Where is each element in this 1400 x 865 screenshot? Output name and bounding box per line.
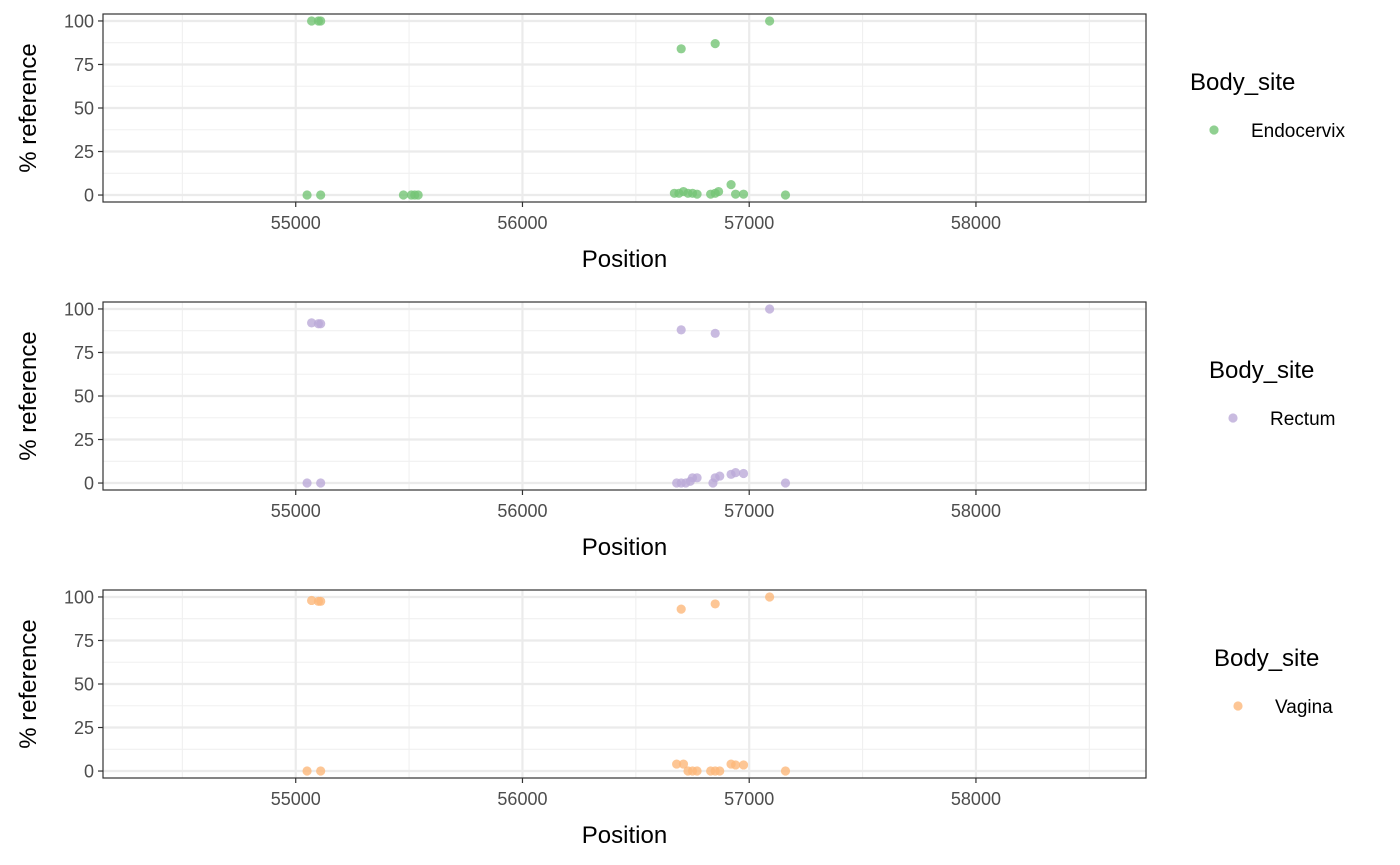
data-point: [307, 16, 317, 26]
x-tick-label: 58000: [951, 789, 1001, 809]
data-point: [731, 760, 741, 770]
y-tick-label: 100: [64, 587, 94, 607]
panel-1: 0 25 50 75 100 55000 56000 57000 58000 Position % …: [15, 11, 1345, 273]
legend-label: Vagina: [1275, 697, 1333, 718]
data-point: [780, 190, 791, 200]
y-tick-label: 100: [64, 11, 94, 31]
data-point: [731, 189, 741, 199]
data-point: [676, 44, 686, 54]
data-point: [316, 478, 326, 488]
legend-key: [1233, 701, 1243, 711]
data-point: [780, 766, 791, 776]
data-point: [678, 759, 689, 769]
data-point: [316, 596, 326, 606]
legend-title: Body_site: [1190, 69, 1295, 96]
data-point: [780, 478, 791, 488]
x-tick-label: 58000: [951, 501, 1001, 521]
y-tick-label: 25: [74, 718, 94, 738]
data-point: [302, 190, 312, 200]
y-tick-label: 50: [74, 387, 94, 407]
y-tick-label: 0: [84, 762, 94, 782]
data-point: [307, 595, 317, 606]
data-point: [413, 190, 423, 200]
data-point: [316, 766, 326, 776]
data-point: [710, 328, 720, 338]
x-tick-label: 57000: [724, 213, 774, 233]
data-point: [692, 473, 702, 483]
y-axis-title: % reference: [15, 619, 42, 748]
data-point: [316, 319, 326, 329]
data-point: [676, 604, 686, 614]
legend-title: Body_site: [1209, 357, 1314, 384]
y-tick-label: 25: [74, 430, 94, 450]
y-tick-label: 75: [74, 55, 94, 75]
data-point: [765, 304, 775, 314]
data-point: [676, 325, 686, 335]
data-point: [316, 16, 326, 26]
data-point: [307, 318, 317, 328]
x-tick-label: 57000: [724, 501, 774, 521]
x-tick-label: 56000: [497, 501, 547, 521]
x-axis-title: Position: [582, 246, 667, 273]
data-point: [692, 189, 702, 199]
legend-title: Body_site: [1214, 645, 1319, 672]
data-point: [302, 766, 312, 776]
y-tick-label: 75: [74, 631, 94, 651]
data-point: [710, 599, 720, 609]
x-tick-label: 57000: [724, 789, 774, 809]
data-point: [710, 38, 720, 49]
data-point: [713, 186, 724, 197]
legend-key: [1209, 125, 1219, 135]
x-tick-label: 55000: [271, 213, 321, 233]
data-point: [715, 766, 725, 776]
legend-key: [1228, 413, 1238, 423]
y-axis-title: % reference: [15, 43, 42, 172]
data-point: [765, 16, 775, 26]
x-tick-label: 58000: [951, 213, 1001, 233]
panel-2: 0 25 50 75 100 55000 56000 57000 58000 Position % …: [15, 299, 1335, 561]
legend-label: Rectum: [1270, 409, 1335, 430]
data-point: [726, 179, 736, 190]
y-tick-label: 100: [64, 299, 94, 319]
y-tick-label: 50: [74, 675, 94, 695]
data-point: [738, 189, 749, 199]
y-axis-title: % reference: [15, 331, 42, 460]
x-tick-label: 56000: [497, 213, 547, 233]
panel-3: 0 25 50 75 100 55000 56000 57000 58000 Position % …: [15, 587, 1333, 849]
x-tick-label: 56000: [497, 789, 547, 809]
data-point: [738, 760, 749, 770]
legend-label: Endocervix: [1251, 121, 1345, 142]
data-point: [765, 592, 775, 602]
y-tick-label: 0: [84, 474, 94, 494]
data-point: [738, 468, 749, 479]
data-point: [302, 478, 312, 488]
data-point: [672, 759, 682, 769]
y-tick-label: 50: [74, 99, 94, 119]
data-point: [731, 467, 741, 478]
data-point: [398, 190, 409, 200]
y-tick-label: 25: [74, 142, 94, 162]
x-axis-title: Position: [582, 822, 667, 849]
x-axis-title: Position: [582, 534, 667, 561]
y-tick-label: 75: [74, 343, 94, 363]
x-tick-label: 55000: [271, 789, 321, 809]
data-point: [692, 766, 702, 776]
y-tick-label: 0: [84, 186, 94, 206]
x-tick-label: 55000: [271, 501, 321, 521]
data-point: [715, 471, 725, 481]
data-point: [316, 190, 326, 200]
